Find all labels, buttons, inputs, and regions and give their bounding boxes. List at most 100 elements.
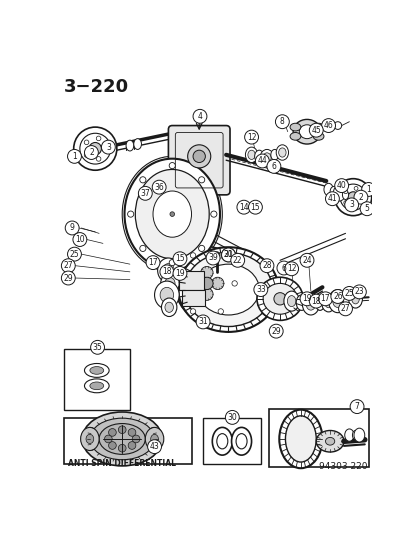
Ellipse shape: [322, 294, 335, 312]
Text: 12: 12: [247, 133, 256, 142]
Text: 3−220: 3−220: [63, 78, 129, 96]
Ellipse shape: [140, 177, 146, 183]
Ellipse shape: [306, 298, 315, 310]
Ellipse shape: [163, 263, 174, 277]
Text: 14: 14: [239, 203, 249, 212]
Text: 9: 9: [70, 223, 75, 232]
Ellipse shape: [165, 302, 173, 312]
Ellipse shape: [325, 297, 332, 308]
Circle shape: [331, 289, 345, 303]
Ellipse shape: [128, 429, 136, 437]
Ellipse shape: [343, 294, 352, 306]
Ellipse shape: [84, 140, 89, 144]
Ellipse shape: [90, 367, 104, 374]
Ellipse shape: [263, 284, 297, 314]
Text: 46: 46: [324, 121, 333, 130]
Ellipse shape: [190, 253, 196, 258]
Text: 17: 17: [148, 258, 158, 267]
FancyBboxPatch shape: [179, 271, 204, 289]
Circle shape: [237, 200, 251, 214]
Ellipse shape: [354, 187, 358, 190]
Circle shape: [276, 115, 289, 128]
Ellipse shape: [286, 416, 316, 462]
Circle shape: [85, 146, 98, 159]
Circle shape: [254, 282, 268, 296]
Ellipse shape: [232, 427, 251, 455]
Text: 7: 7: [355, 402, 359, 411]
Ellipse shape: [161, 298, 177, 317]
Ellipse shape: [296, 295, 307, 310]
Ellipse shape: [118, 445, 126, 452]
Circle shape: [322, 119, 335, 133]
Text: 18: 18: [162, 268, 172, 276]
Circle shape: [309, 123, 323, 137]
Ellipse shape: [263, 153, 271, 163]
Ellipse shape: [81, 427, 99, 450]
Text: 19: 19: [302, 294, 312, 303]
Text: 18: 18: [312, 297, 321, 305]
Circle shape: [206, 251, 220, 265]
Text: 10: 10: [75, 235, 85, 244]
Ellipse shape: [161, 273, 179, 294]
Text: 1: 1: [366, 185, 371, 194]
Ellipse shape: [257, 277, 303, 320]
Text: 5: 5: [365, 204, 369, 213]
Text: 44: 44: [257, 157, 267, 165]
Text: 28: 28: [262, 261, 272, 270]
Circle shape: [249, 200, 262, 214]
Text: 25: 25: [70, 249, 79, 259]
Ellipse shape: [82, 412, 162, 466]
Circle shape: [65, 221, 79, 235]
Ellipse shape: [104, 147, 108, 151]
Ellipse shape: [335, 179, 372, 216]
Ellipse shape: [151, 434, 159, 443]
Ellipse shape: [274, 293, 286, 305]
Ellipse shape: [284, 291, 299, 311]
Ellipse shape: [217, 434, 228, 449]
Ellipse shape: [299, 125, 315, 139]
Ellipse shape: [354, 428, 365, 442]
Ellipse shape: [340, 184, 366, 210]
Text: ANTI SPIN DIFFERENTIAL: ANTI SPIN DIFFERENTIAL: [68, 459, 176, 468]
Text: 35: 35: [93, 343, 103, 352]
Text: 4: 4: [198, 112, 203, 121]
Ellipse shape: [334, 122, 342, 130]
Ellipse shape: [313, 133, 324, 140]
Circle shape: [160, 265, 174, 279]
Text: 15: 15: [251, 203, 260, 212]
Ellipse shape: [248, 150, 255, 159]
Text: 3: 3: [349, 200, 354, 209]
Ellipse shape: [74, 127, 117, 170]
Ellipse shape: [348, 192, 359, 203]
Ellipse shape: [127, 211, 134, 217]
Ellipse shape: [333, 295, 343, 308]
Circle shape: [300, 253, 314, 267]
Ellipse shape: [169, 260, 176, 265]
Ellipse shape: [325, 438, 335, 445]
Circle shape: [68, 149, 81, 163]
Circle shape: [269, 324, 283, 338]
Circle shape: [138, 187, 152, 200]
Ellipse shape: [99, 424, 145, 454]
Ellipse shape: [316, 431, 344, 452]
Text: 31: 31: [198, 318, 208, 326]
Ellipse shape: [290, 123, 301, 131]
Ellipse shape: [190, 277, 202, 289]
Text: 45: 45: [311, 126, 321, 135]
Text: 24: 24: [302, 256, 312, 265]
Ellipse shape: [290, 133, 301, 140]
Text: 6: 6: [271, 162, 276, 171]
Ellipse shape: [170, 212, 175, 216]
Text: 30: 30: [227, 413, 237, 422]
Ellipse shape: [199, 245, 205, 252]
Text: 29: 29: [271, 327, 281, 336]
Circle shape: [152, 180, 166, 194]
Ellipse shape: [185, 253, 272, 327]
Text: 26: 26: [333, 292, 343, 301]
Circle shape: [350, 400, 364, 414]
Ellipse shape: [287, 296, 296, 306]
Ellipse shape: [199, 177, 205, 183]
Circle shape: [193, 109, 207, 123]
Circle shape: [352, 285, 366, 299]
Ellipse shape: [96, 136, 101, 141]
